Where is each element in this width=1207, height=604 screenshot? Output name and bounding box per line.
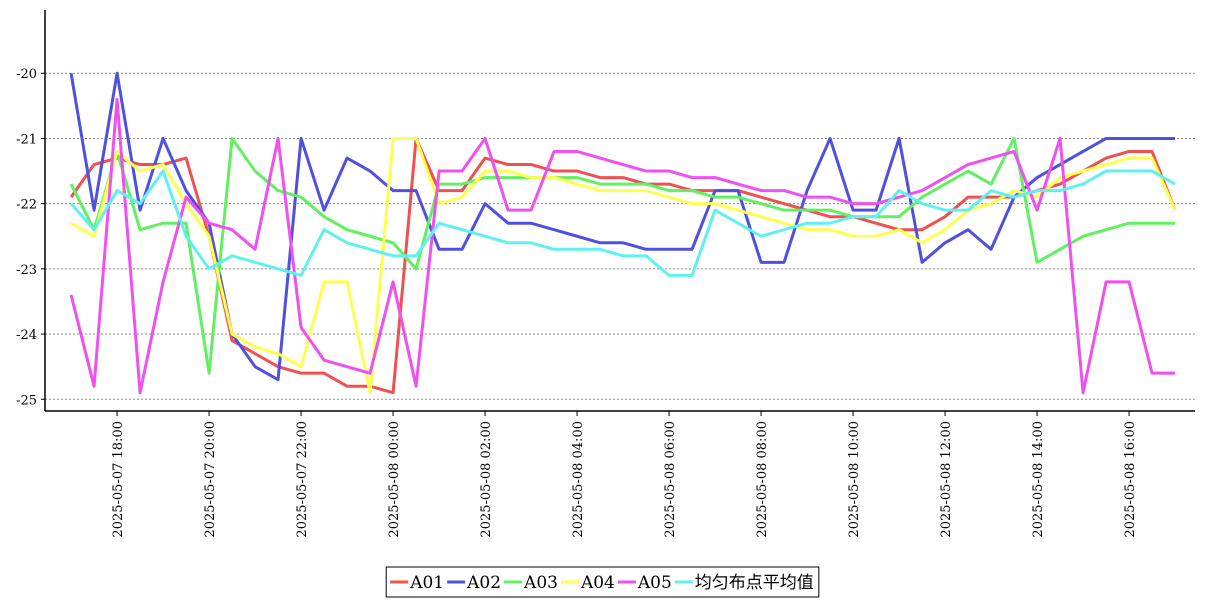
legend-label: 均匀布点平均值 [695, 573, 814, 593]
y-tick-label: -23 [16, 263, 37, 278]
y-tick-label: -20 [16, 67, 37, 82]
legend-label: A01 [409, 573, 444, 593]
x-tick-label: 2025-05-08 06:00 [663, 421, 678, 538]
x-tick-label: 2025-05-07 18:00 [111, 421, 126, 538]
x-tick-label: 2025-05-08 10:00 [847, 421, 862, 538]
series-line [69, 71, 1176, 382]
y-tick-label: -24 [16, 328, 37, 343]
x-tick-label: 2025-05-07 20:00 [203, 421, 218, 538]
series-line [69, 136, 1176, 375]
y-tick-label: -22 [16, 198, 37, 213]
x-tick-label: 2025-05-08 04:00 [571, 421, 586, 538]
y-tick-label: -25 [16, 393, 37, 408]
x-tick-label: 2025-05-08 08:00 [755, 421, 770, 538]
x-tick-label: 2025-05-07 22:00 [295, 421, 310, 538]
x-tick-label: 2025-05-08 02:00 [479, 421, 494, 538]
series-line [69, 136, 1177, 395]
x-tick-label: 2025-05-08 00:00 [387, 421, 402, 538]
series-line [69, 169, 1176, 277]
x-tick-label: 2025-05-08 14:00 [1031, 421, 1046, 538]
x-tick-label: 2025-05-08 16:00 [1123, 421, 1138, 538]
legend: A01 A02 A03 A04 A05 均匀布点平均值 [385, 566, 820, 598]
legend-label: A05 [637, 573, 672, 593]
y-tick-label: -21 [16, 132, 37, 147]
x-tick-label: 2025-05-08 12:00 [939, 421, 954, 538]
legend-label: A02 [466, 573, 501, 593]
legend-label: A03 [523, 573, 558, 593]
series-line [70, 136, 1177, 395]
series-line [69, 97, 1176, 395]
legend-label: A04 [580, 573, 615, 593]
